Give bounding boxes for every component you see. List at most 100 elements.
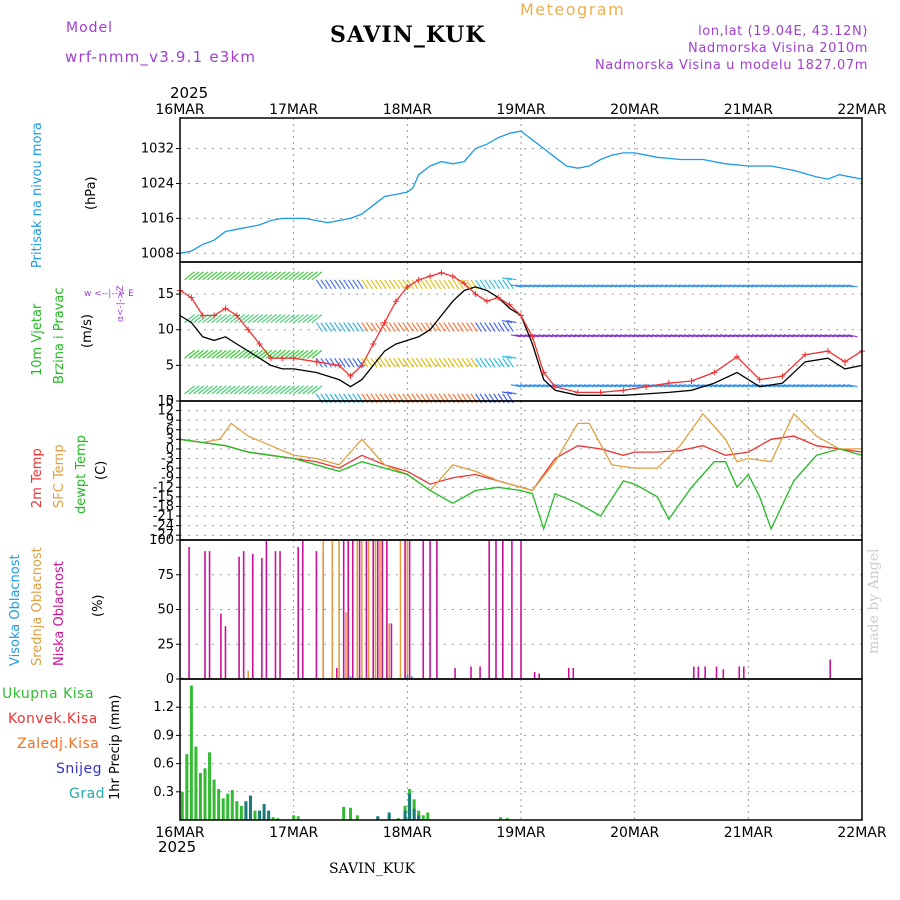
wind-arrow bbox=[833, 334, 844, 338]
wind-arrow bbox=[765, 334, 776, 338]
wind-arrow bbox=[225, 385, 236, 395]
y-tick-label: 10 bbox=[157, 323, 174, 338]
wind-arrow bbox=[229, 349, 241, 359]
wind-arrow bbox=[479, 322, 487, 332]
wind-arrow bbox=[729, 284, 740, 288]
wind-arrow bbox=[215, 271, 227, 281]
wind-arrow bbox=[443, 357, 451, 368]
bar-ukupna-kisa bbox=[180, 791, 184, 820]
wind-arrow bbox=[184, 314, 195, 324]
bar-ukupna-kisa bbox=[296, 816, 300, 820]
wind-arrow bbox=[384, 279, 392, 290]
wind-arrow bbox=[579, 284, 590, 288]
bar-visoka bbox=[411, 676, 413, 679]
wind-arrow bbox=[475, 357, 483, 368]
wind-arrow bbox=[324, 357, 332, 368]
bar-niska bbox=[715, 666, 718, 679]
gust-marker bbox=[256, 340, 263, 347]
y-tick-label: -12 bbox=[153, 480, 174, 495]
wind-arrow bbox=[347, 279, 355, 290]
wind-arrow bbox=[234, 271, 245, 281]
wind-arrow bbox=[833, 384, 844, 388]
wind-arrow bbox=[425, 279, 433, 290]
bar-ukupna-kisa bbox=[221, 798, 225, 820]
wind-arrow bbox=[234, 385, 245, 395]
wind-arrow bbox=[315, 279, 323, 290]
wind-arrow bbox=[202, 271, 214, 281]
panel-wind: 0 5 10 15 bbox=[157, 261, 865, 409]
wind-arrow bbox=[847, 384, 858, 388]
wind-arrow bbox=[197, 349, 209, 359]
wind-arrow bbox=[202, 385, 214, 395]
wind-arrow bbox=[261, 271, 273, 281]
wind-arrow bbox=[738, 284, 749, 288]
series-line-brzina bbox=[179, 286, 863, 396]
wind-arrow bbox=[738, 334, 749, 338]
bar-ukupna-kisa bbox=[396, 818, 400, 820]
wind-arrow bbox=[720, 384, 731, 388]
wind-arrow bbox=[293, 271, 305, 281]
wind-arrow bbox=[724, 384, 735, 388]
wind-arrow bbox=[493, 357, 501, 368]
wind-arrow bbox=[261, 349, 273, 359]
wind-arrow bbox=[656, 334, 667, 338]
wind-arrow bbox=[820, 384, 831, 388]
bar-snijeg bbox=[412, 808, 416, 820]
wind-arrow bbox=[597, 284, 608, 288]
wind-arrow bbox=[506, 277, 517, 281]
wind-arrow bbox=[501, 355, 513, 359]
wind-arrow bbox=[583, 334, 594, 338]
wind-arrow bbox=[370, 279, 378, 290]
wind-arrow bbox=[275, 271, 286, 281]
wind-arrow bbox=[406, 322, 414, 332]
wind-arrow bbox=[838, 384, 849, 388]
time-label-bottom: 20MAR bbox=[610, 825, 659, 841]
panel-pressure: 1008 1016 1024 1032 bbox=[141, 117, 863, 263]
wind-arrow bbox=[733, 284, 744, 288]
wind-arrow bbox=[484, 322, 492, 332]
wind-arrow bbox=[225, 314, 236, 324]
wind-arrow bbox=[293, 314, 305, 324]
wind-arrow bbox=[838, 284, 849, 288]
wind-arrow bbox=[270, 271, 282, 281]
wind-arrow bbox=[647, 334, 658, 338]
wind-arrow bbox=[615, 334, 626, 338]
time-label-bottom: 22MAR bbox=[837, 825, 886, 841]
wind-arrow bbox=[779, 284, 790, 288]
wind-arrow bbox=[788, 384, 799, 388]
wind-arrow bbox=[606, 334, 617, 338]
wind-arrow bbox=[806, 384, 817, 388]
bar-niska bbox=[372, 540, 375, 679]
wind-arrow bbox=[833, 284, 844, 288]
wind-arrow bbox=[729, 384, 740, 388]
wind-arrow bbox=[411, 279, 419, 290]
coords-text: lon,lat (19.04E, 43.12N) bbox=[698, 24, 868, 39]
bar-niska bbox=[386, 540, 388, 679]
wind-arrow bbox=[215, 349, 227, 359]
wind-arrow bbox=[379, 322, 387, 332]
bar-ukupna-kisa bbox=[230, 789, 234, 820]
wind-arrow bbox=[502, 279, 510, 290]
wind-arrow bbox=[434, 279, 442, 290]
y-tick-label: 1024 bbox=[141, 176, 174, 191]
wind-arrow bbox=[365, 357, 373, 368]
wind-arrow bbox=[288, 385, 300, 395]
wind-arrow bbox=[475, 322, 483, 332]
wind-arrow bbox=[624, 334, 635, 338]
wind-arrow bbox=[715, 334, 726, 338]
bar-niska bbox=[297, 546, 300, 679]
bar-srednja bbox=[379, 540, 381, 679]
wind-arrow bbox=[510, 284, 522, 288]
wind-arrow bbox=[829, 384, 840, 388]
gust-marker bbox=[802, 351, 809, 358]
y-tick-label: 0.3 bbox=[153, 785, 174, 800]
bar-ukupna-kisa bbox=[276, 818, 280, 820]
wind-arrow bbox=[211, 271, 223, 281]
gust-marker bbox=[597, 389, 604, 396]
wind-arrow bbox=[311, 271, 323, 281]
wind-arrow bbox=[229, 271, 241, 281]
wind-arrow bbox=[542, 334, 553, 338]
gust-marker bbox=[643, 383, 650, 390]
wind-arrow bbox=[706, 334, 717, 338]
